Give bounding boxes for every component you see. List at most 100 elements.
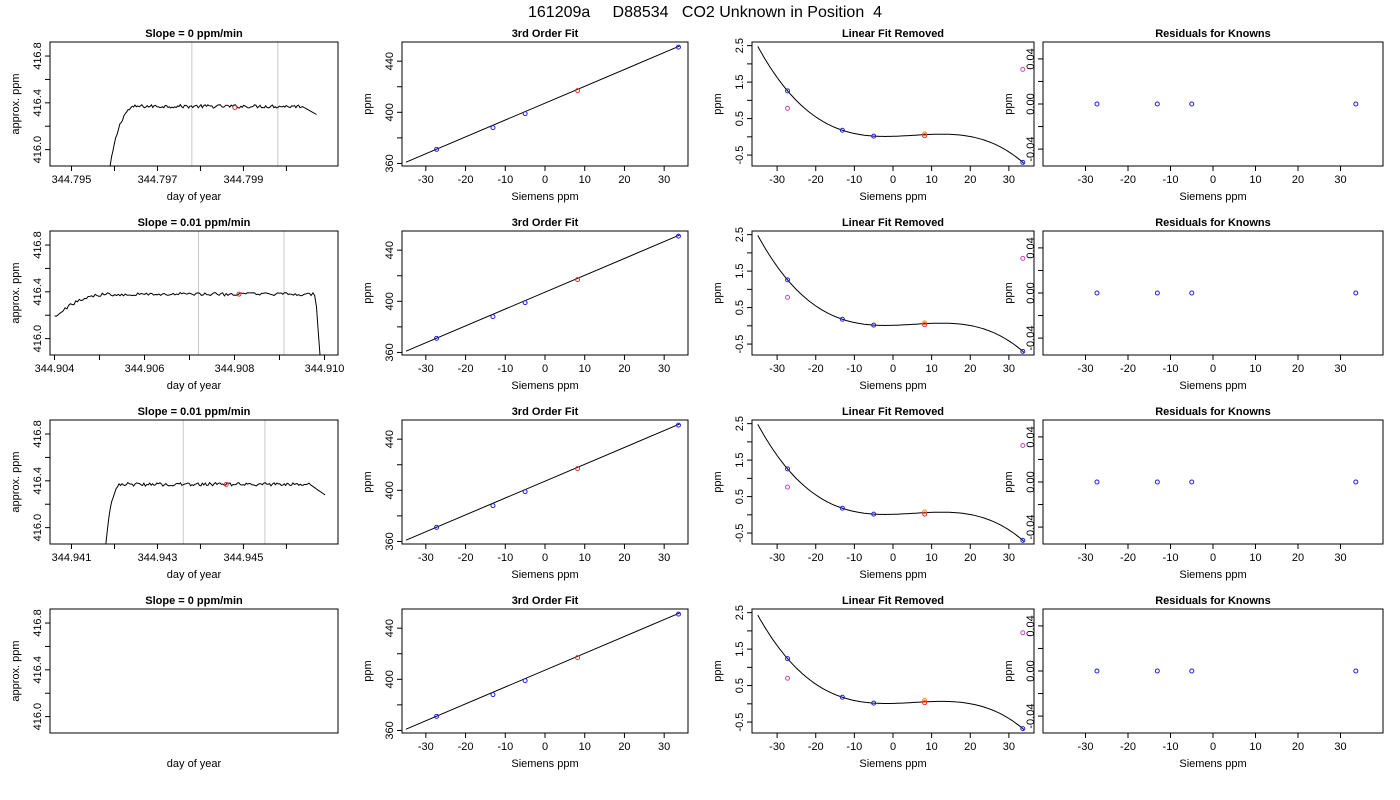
known-point <box>1353 479 1359 485</box>
plot-frame <box>1042 608 1384 734</box>
plot-area <box>109 42 317 166</box>
concentration-trace <box>105 481 326 544</box>
x-axis: -30 -20 -10 0 10 20 30 Siemens ppm <box>418 355 670 392</box>
y-tick-label: 0.04 <box>1025 426 1037 447</box>
x-axis-label: day of year <box>167 191 222 203</box>
x-tick-label: 344.799 <box>224 174 264 186</box>
x-axis: -30 -20 -10 0 10 20 30 Siemens ppm <box>418 733 670 770</box>
x-tick-label: 20 <box>618 174 630 186</box>
x-axis: 344.904 344.906 344.908 344.910 day of year <box>35 355 344 392</box>
y-tick-label: 416.4 <box>32 467 44 495</box>
y-axis-label: ppm <box>362 93 374 114</box>
y-tick-label: 2.5 <box>734 227 746 242</box>
x-tick-label: -30 <box>769 363 785 375</box>
x-axis: -30 -20 -10 0 10 20 30 Siemens ppm <box>1078 733 1347 770</box>
fit-line <box>405 234 681 352</box>
x-tick-label: 0 <box>1210 741 1216 753</box>
panel-title: Linear Fit Removed <box>842 406 944 418</box>
plot-area <box>1094 668 1359 674</box>
y-tick-label: -0.04 <box>1025 515 1037 540</box>
known-point <box>1353 290 1359 296</box>
unknown-mean-point <box>232 105 238 111</box>
x-tick-label: 30 <box>658 363 670 375</box>
x-tick-label: 0 <box>1210 552 1216 564</box>
y-tick-label: 0.00 <box>1025 282 1037 303</box>
y-axis: 416.0 416.4 416.8 approx. ppm <box>10 231 50 352</box>
x-axis-label: day of year <box>167 569 222 581</box>
x-tick-label: 30 <box>658 741 670 753</box>
known-point <box>1154 668 1160 674</box>
y-axis-label: ppm <box>712 282 724 303</box>
x-tick-label: 0 <box>542 741 548 753</box>
x-tick-label: 10 <box>1249 552 1261 564</box>
y-tick-label: 400 <box>384 670 396 688</box>
x-tick-label: 0 <box>890 552 896 564</box>
x-axis-label: Siemens ppm <box>511 380 578 392</box>
unknown-point <box>575 277 581 283</box>
plot-area <box>1094 479 1359 485</box>
known-point <box>1094 290 1100 296</box>
x-tick-label: 344.941 <box>52 552 92 564</box>
raw-known-point <box>785 105 791 111</box>
y-axis: 360 400 440 ppm <box>362 430 402 551</box>
y-tick-label: 2.5 <box>734 38 746 53</box>
y-tick-label: 416.8 <box>32 42 44 70</box>
y-axis-label: ppm <box>1003 282 1015 303</box>
panel-r0-c1: 3rd Order Fit -30 -20 -10 0 10 20 30 Siemens ppm… <box>362 28 689 203</box>
x-tick-label: -30 <box>418 174 434 186</box>
known-point <box>675 233 681 239</box>
known-point <box>434 335 440 341</box>
x-tick-label: -10 <box>497 741 513 753</box>
x-tick-label: 10 <box>926 552 938 564</box>
y-tick-label: 0.04 <box>1025 48 1037 69</box>
raw-known-point <box>1020 443 1026 449</box>
known-point <box>522 678 528 684</box>
panel-title: Residuals for Knowns <box>1155 595 1271 607</box>
y-tick-label: 0.5 <box>734 300 746 315</box>
x-tick-label: 30 <box>658 174 670 186</box>
x-tick-label: 0 <box>1210 174 1216 186</box>
panel-title: Residuals for Knowns <box>1155 28 1271 40</box>
y-tick-label: 0.5 <box>734 678 746 693</box>
y-tick-label: 416.0 <box>32 136 44 164</box>
known-point <box>522 489 528 495</box>
unknown-point-alt <box>922 509 928 515</box>
plot-area <box>757 235 1026 354</box>
x-tick-label: -30 <box>1078 174 1094 186</box>
panel-title: Linear Fit Removed <box>842 595 944 607</box>
plot-frame <box>1042 419 1384 545</box>
known-point <box>1020 726 1026 732</box>
x-tick-label: 30 <box>1003 174 1015 186</box>
x-tick-label: 344.797 <box>138 174 178 186</box>
raw-known-point <box>1020 630 1026 636</box>
y-tick-label: 2.5 <box>734 605 746 620</box>
y-tick-label: 400 <box>384 481 396 499</box>
x-tick-label: 10 <box>579 363 591 375</box>
panel-title: 3rd Order Fit <box>512 406 579 418</box>
unknown-point <box>922 322 928 328</box>
x-tick-label: 0 <box>890 363 896 375</box>
unknown-point <box>575 88 581 94</box>
y-axis-label: approx. ppm <box>10 262 22 323</box>
cubic-curve <box>757 235 1025 354</box>
y-tick-label: -0.04 <box>1025 137 1037 162</box>
x-tick-label: 344.795 <box>52 174 92 186</box>
y-axis-label: ppm <box>1003 660 1015 681</box>
x-tick-label: -10 <box>497 363 513 375</box>
y-tick-label: 360 <box>384 532 396 550</box>
panel-title: 3rd Order Fit <box>512 217 579 229</box>
y-axis-label: ppm <box>362 282 374 303</box>
x-tick-label: -20 <box>808 741 824 753</box>
x-tick-label: 344.904 <box>35 363 75 375</box>
x-axis-label: Siemens ppm <box>859 380 926 392</box>
y-tick-label: 416.8 <box>32 420 44 448</box>
x-axis-label: Siemens ppm <box>859 569 926 581</box>
known-point <box>871 322 877 328</box>
x-tick-label: -10 <box>497 174 513 186</box>
panel-r3-c3: Residuals for Knowns -30 -20 -10 0 10 20 30 Siem… <box>1003 595 1384 770</box>
known-point <box>1189 668 1195 674</box>
unknown-point-alt <box>922 320 928 326</box>
x-tick-label: 20 <box>964 363 976 375</box>
